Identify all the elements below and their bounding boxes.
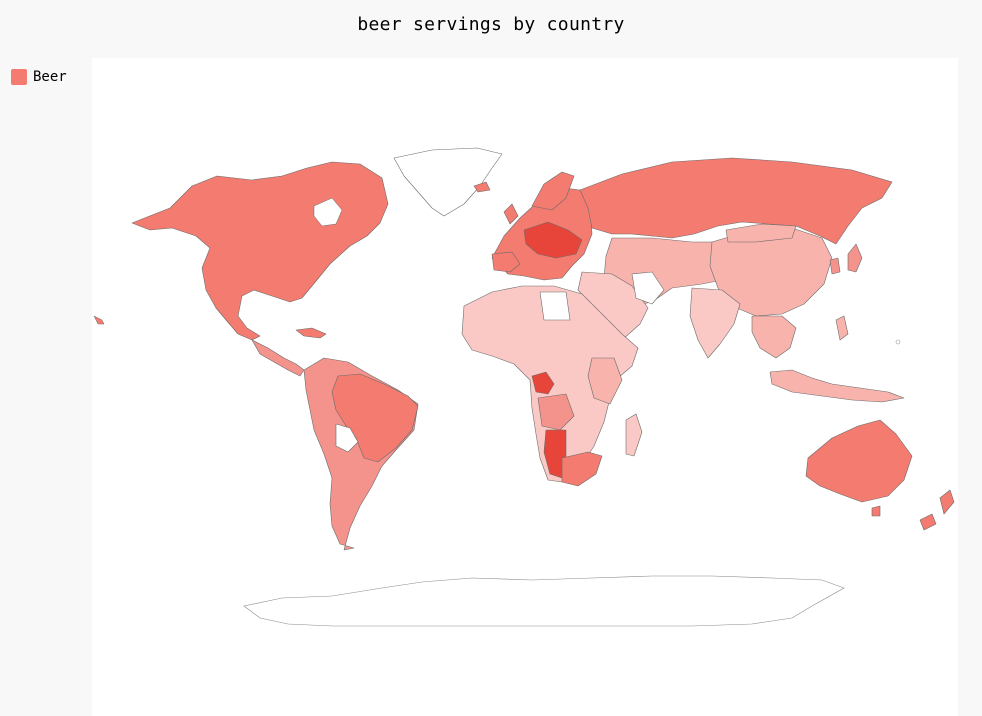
region-antarctica — [243, 575, 845, 627]
region-madagascar[interactable] — [625, 413, 643, 457]
map-area — [92, 58, 958, 716]
region-india[interactable] — [689, 287, 741, 359]
region-greenland[interactable] — [393, 147, 503, 217]
region-hudson-bay — [313, 197, 343, 227]
region-pacific-island — [895, 339, 901, 345]
region-north-america[interactable] — [131, 161, 389, 341]
region-hawaii[interactable] — [93, 315, 105, 325]
region-indonesia[interactable] — [769, 369, 905, 403]
legend-item-beer[interactable]: Beer — [11, 69, 67, 85]
region-libya[interactable] — [539, 291, 571, 321]
region-australia[interactable] — [805, 419, 913, 503]
region-russia[interactable] — [579, 157, 893, 245]
region-central-europe[interactable] — [523, 221, 583, 259]
region-iberia[interactable] — [491, 251, 521, 273]
region-korea[interactable] — [829, 257, 841, 275]
region-caribbean[interactable] — [295, 327, 327, 339]
region-iceland[interactable] — [473, 181, 491, 193]
chart-title: beer servings by country — [357, 14, 625, 35]
region-tasmania[interactable] — [871, 505, 881, 517]
region-scandinavia[interactable] — [531, 171, 575, 211]
region-uk[interactable] — [503, 203, 519, 225]
legend-swatch — [11, 69, 27, 85]
region-new-zealand[interactable] — [919, 489, 955, 531]
region-gabon-congo[interactable] — [531, 371, 555, 395]
region-japan[interactable] — [847, 243, 863, 273]
region-iran-saudi[interactable] — [631, 271, 665, 305]
world-map — [93, 147, 955, 627]
region-east-africa[interactable] — [587, 357, 623, 405]
region-philippines[interactable] — [835, 315, 849, 341]
legend-label: Beer — [33, 69, 67, 85]
region-mongolia[interactable] — [725, 223, 797, 243]
region-bolivia[interactable] — [335, 423, 359, 453]
region-brazil[interactable] — [331, 373, 419, 463]
region-central-america[interactable] — [251, 339, 305, 377]
region-angola[interactable] — [537, 393, 575, 431]
region-southeast-asia[interactable] — [751, 315, 797, 359]
region-south-africa[interactable] — [561, 451, 603, 487]
